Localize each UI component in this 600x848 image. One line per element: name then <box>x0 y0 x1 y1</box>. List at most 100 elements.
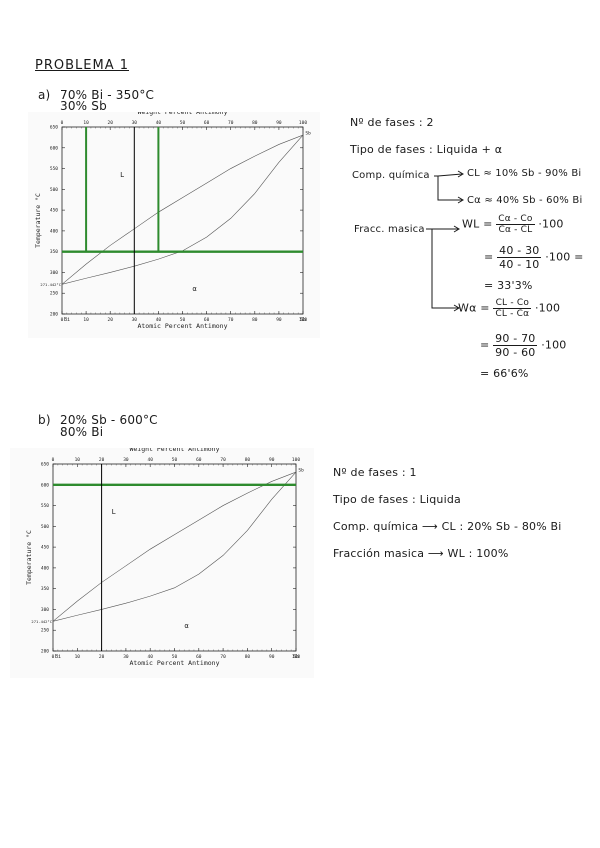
bottom-tick-label: 60 <box>204 317 210 323</box>
wa-lhs: Wα = <box>458 301 490 315</box>
y-tick-label: 300 <box>50 270 58 276</box>
chart-title: Weight Percent Antimony <box>137 112 227 116</box>
y-tick-label: 400 <box>41 565 49 571</box>
top-tick-label: 50 <box>172 457 178 463</box>
left-component-label: Bi <box>55 654 61 660</box>
bottom-tick-label: 90 <box>276 317 282 323</box>
a-num-fases: Nº de fases : 2 <box>350 116 434 129</box>
wl-s2-fraction: 40 - 30 40 - 10 <box>497 244 542 271</box>
wa-s2-mult: ·100 <box>541 338 567 352</box>
y-tick-label: 200 <box>41 649 49 655</box>
top-tick-label: 10 <box>83 120 89 126</box>
sb-end-label: Sb <box>298 467 304 473</box>
right-component-label: Sb <box>300 317 306 323</box>
bottom-tick-label: 20 <box>107 317 113 323</box>
wl-num: Cα - Co <box>496 214 535 225</box>
page-title: PROBLEMA 1 <box>35 58 129 73</box>
wl-s2-num: 40 - 30 <box>497 244 542 258</box>
a-wa-result: = 66'6% <box>480 367 529 380</box>
solidus-curve <box>52 471 297 622</box>
bottom-tick-label: 100 <box>299 317 307 323</box>
bottom-tick-label: 20 <box>99 654 105 660</box>
right-component-label: Sb <box>293 654 299 660</box>
top-tick-label: 90 <box>276 120 282 126</box>
wl-lhs: WL = <box>462 217 493 231</box>
y-tick-label: 450 <box>41 545 49 551</box>
region-liquid-label: L <box>112 508 116 516</box>
chart-background <box>28 112 320 338</box>
chart-background <box>10 448 314 678</box>
chart-title: Weight Percent Antimony <box>129 448 219 453</box>
b-comp: Comp. química ⟶ CL : 20% Sb - 80% Bi <box>333 520 562 533</box>
a-frac-arrows-icon <box>426 225 460 312</box>
top-tick-label: 0 <box>61 120 64 126</box>
part-a-line1: 70% Bi - 350°C <box>60 88 155 102</box>
bottom-tick-label: 30 <box>123 654 129 660</box>
b-tipo-fases: Tipo de fases : Liquida <box>333 493 461 506</box>
x-axis-label: Atomic Percent Antimony <box>137 322 227 330</box>
wl-den: Cα - CL <box>498 225 533 235</box>
a-comp-label: Comp. química <box>352 170 430 181</box>
wl-fraction: Cα - Co Cα - CL <box>496 214 535 235</box>
bottom-tick-label: 100 <box>292 654 300 660</box>
wa-mult: ·100 <box>534 301 561 315</box>
bottom-tick-label: 50 <box>180 317 186 323</box>
top-tick-label: 30 <box>123 457 129 463</box>
top-tick-label: 70 <box>228 120 234 126</box>
wa-den: CL - Cα <box>495 309 530 319</box>
a-wl-result: = 33'3% <box>484 279 533 292</box>
liquidus-curve <box>52 471 297 622</box>
sb-end-label: Sb <box>305 130 311 136</box>
y-tick-label: 650 <box>41 462 49 468</box>
y-tick-label: 300 <box>41 607 49 613</box>
bottom-tick-label: 90 <box>269 654 275 660</box>
top-tick-label: 20 <box>107 120 113 126</box>
y-tick-label: 500 <box>41 524 49 530</box>
top-tick-label: 10 <box>75 457 81 463</box>
wa-s2-den: 90 - 60 <box>495 346 536 359</box>
part-b-label: b) <box>38 413 51 427</box>
region-alpha-label: α <box>185 622 189 630</box>
x-axis-label: Atomic Percent Antimony <box>129 659 219 667</box>
a-wa-substitution: = 90 - 70 90 - 60 ·100 <box>480 332 567 359</box>
wl-s2-den: 40 - 10 <box>499 258 540 271</box>
a-comp-arrows-icon <box>434 170 464 204</box>
top-tick-label: 60 <box>204 120 210 126</box>
region-liquid-label: L <box>120 171 124 179</box>
y-tick-label: 600 <box>50 145 58 151</box>
y-tick-label: 550 <box>50 166 58 172</box>
a-wl-formula: WL = Cα - Co Cα - CL ·100 <box>462 214 564 235</box>
bottom-tick-label: 80 <box>252 317 258 323</box>
part-a-label: a) <box>38 88 51 102</box>
bottom-tick-label: 60 <box>196 654 202 660</box>
top-tick-label: 30 <box>132 120 138 126</box>
b-frac: Fracción masica ⟶ WL : 100% <box>333 547 509 560</box>
part-a-line2: 30% Sb <box>60 99 107 113</box>
left-component-label: Bi <box>64 317 70 323</box>
bottom-tick-label: 0 <box>52 654 55 660</box>
y-tick-label: 400 <box>50 228 58 234</box>
bottom-tick-label: 40 <box>147 654 153 660</box>
bottom-tick-label: 70 <box>228 317 234 323</box>
b-num-fases: Nº de fases : 1 <box>333 466 417 479</box>
y-tick-label: 250 <box>50 291 58 297</box>
y-tick-label: 250 <box>41 628 49 634</box>
top-tick-label: 90 <box>269 457 275 463</box>
wa-num: CL - Co <box>493 298 532 309</box>
a-wl-substitution: = 40 - 30 40 - 10 ·100 = <box>484 244 584 271</box>
a-frac-label: Fracc. masica <box>354 224 425 235</box>
top-tick-label: 80 <box>252 120 258 126</box>
bottom-tick-label: 10 <box>83 317 89 323</box>
eutectic-label: 271.442°C <box>31 619 52 624</box>
part-b-line1: 20% Sb - 600°C <box>60 413 158 427</box>
top-tick-label: 20 <box>99 457 105 463</box>
y-tick-label: 350 <box>41 586 49 592</box>
bottom-tick-label: 40 <box>156 317 162 323</box>
wa-fraction: CL - Co CL - Cα <box>493 298 532 319</box>
bottom-tick-label: 70 <box>220 654 226 660</box>
top-tick-label: 50 <box>180 120 186 126</box>
bottom-tick-label: 0 <box>61 317 64 323</box>
wa-s2-num: 90 - 70 <box>493 332 538 346</box>
wa-s2-fraction: 90 - 70 90 - 60 <box>493 332 538 359</box>
a-cl: CL ≈ 10% Sb - 90% Bi <box>467 168 582 179</box>
